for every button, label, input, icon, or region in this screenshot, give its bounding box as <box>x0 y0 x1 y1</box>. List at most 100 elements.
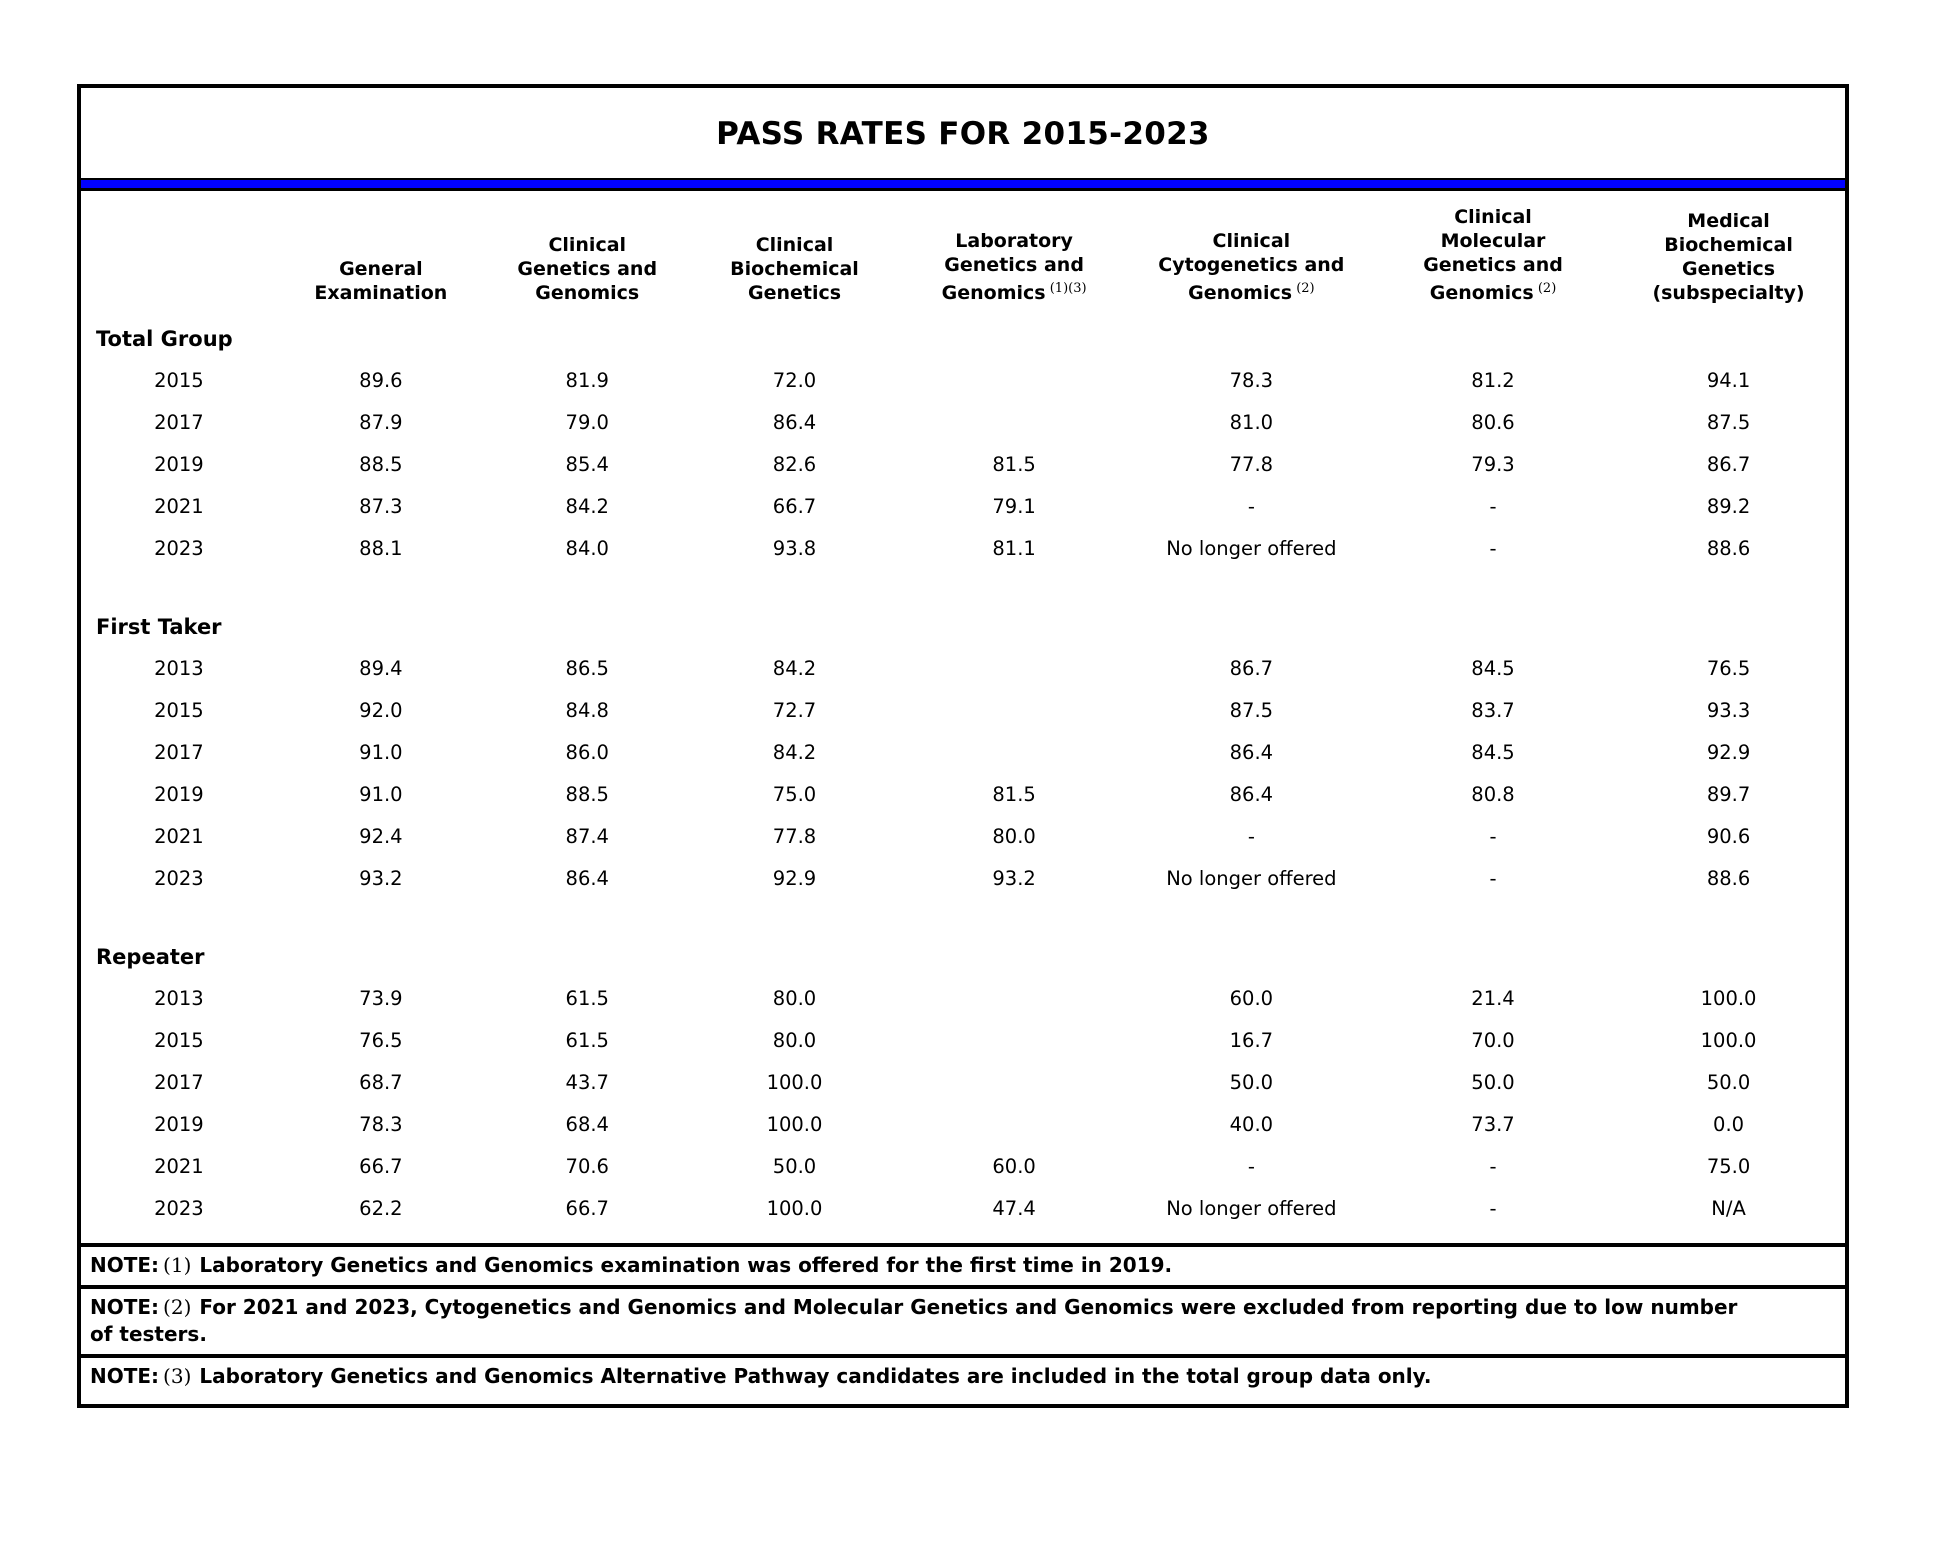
section-label: First Taker <box>96 615 222 639</box>
note-2-number: (2) <box>163 1295 192 1319</box>
note-box-2: NOTE: (2) For 2021 and 2023, Cytogenetics … <box>77 1285 1849 1358</box>
note-box-3: NOTE: (3) Laboratory Genetics and Genomics… <box>77 1354 1849 1408</box>
value-cell: 72.0 <box>772 368 817 392</box>
note-box-1: NOTE: (1) Laboratory Genetics and Genomics… <box>77 1243 1849 1289</box>
value-cell <box>899 689 1128 731</box>
value-cell: 100.0 <box>766 1196 823 1220</box>
column-header-medical-biochemical-genetics-subspecialty: Medical Biochemical Genetics (subspecialty) <box>1612 205 1845 317</box>
value-cell: 61.5 <box>565 1028 609 1052</box>
value-cell: 60.0 <box>992 1154 1036 1178</box>
section-row-repeater: Repeater <box>81 899 1845 977</box>
note-2-prefix: NOTE: <box>90 1295 160 1319</box>
value-cell: 79.0 <box>565 410 609 434</box>
value-cell: 86.7 <box>1706 452 1751 476</box>
value-cell: 87.9 <box>359 410 403 434</box>
value-cell: 81.5 <box>992 782 1036 806</box>
table-row-first-taker-2015: 2015 92.0 84.8 72.7 87.5 83.7 93.3 <box>81 689 1845 731</box>
value-cell: 83.7 <box>1471 698 1515 722</box>
value-cell: 93.2 <box>992 866 1036 890</box>
column-header-general-examination: General Examination <box>277 205 485 317</box>
value-cell: 77.8 <box>1229 452 1274 476</box>
value-cell: 81.1 <box>992 536 1036 560</box>
value-cell: 84.8 <box>565 698 609 722</box>
value-cell: 87.3 <box>359 494 403 518</box>
document-page: { "title": "PASS RATES FOR 2015-2023", "… <box>0 84 1938 1543</box>
year-cell: 2023 <box>154 536 204 560</box>
column-header-line: General <box>339 258 423 280</box>
year-cell: 2015 <box>154 698 204 722</box>
column-header-clinical-molecular-genetics-and-genomics: Clinical Molecular Genetics and Genomics (2… <box>1374 205 1612 317</box>
value-cell: 75.0 <box>772 782 817 806</box>
value-cell: 86.4 <box>1229 782 1274 806</box>
column-header-line: Examination <box>314 282 448 304</box>
value-cell: 40.0 <box>1229 1112 1274 1136</box>
table-row-repeater-2021: 2021 66.7 70.6 50.0 60.0 - - 75.0 <box>81 1145 1845 1187</box>
value-cell: - <box>1489 1154 1497 1178</box>
table-row-repeater-2023: 2023 62.2 66.7 100.0 47.4 No longer offered - N… <box>81 1187 1845 1229</box>
value-cell: 88.5 <box>359 452 403 476</box>
value-cell: 86.7 <box>1229 656 1274 680</box>
value-cell: 85.4 <box>565 452 609 476</box>
value-cell: 92.9 <box>772 866 817 890</box>
year-cell: 2013 <box>154 656 204 680</box>
value-cell: 43.7 <box>565 1070 609 1094</box>
value-cell: 84.2 <box>565 494 609 518</box>
value-cell: 50.0 <box>1471 1070 1515 1094</box>
note-1-number: (1) <box>163 1253 192 1277</box>
value-cell: 76.5 <box>359 1028 403 1052</box>
column-header-line: Biochemical <box>1664 234 1793 256</box>
year-cell: 2015 <box>154 1028 204 1052</box>
value-cell: 0.0 <box>1713 1112 1745 1136</box>
page-title: PASS RATES FOR 2015-2023 <box>716 116 1210 152</box>
column-header-line: Genetics <box>747 282 842 304</box>
note-3-number: (3) <box>163 1364 192 1388</box>
value-cell <box>899 977 1128 1019</box>
value-cell: 79.1 <box>992 494 1036 518</box>
value-cell: 81.2 <box>1471 368 1515 392</box>
note-3-text: Laboratory Genetics and Genomics Alterna… <box>199 1364 1432 1388</box>
year-cell: 2015 <box>154 368 204 392</box>
blue-divider <box>81 178 1845 191</box>
value-cell: 66.7 <box>772 494 817 518</box>
value-cell: 93.8 <box>772 536 817 560</box>
value-cell: 94.1 <box>1706 368 1751 392</box>
column-header-line: Clinical <box>755 234 834 256</box>
value-cell <box>899 1019 1128 1061</box>
value-cell: 47.4 <box>992 1196 1036 1220</box>
value-cell: 75.0 <box>1706 1154 1751 1178</box>
value-cell: 76.5 <box>1706 656 1751 680</box>
table-row-repeater-2019: 2019 78.3 68.4 100.0 40.0 73.7 0.0 <box>81 1103 1845 1145</box>
note-3-prefix: NOTE: <box>90 1364 160 1388</box>
table-row-first-taker-2013: 2013 89.4 86.5 84.2 86.7 84.5 76.5 <box>81 647 1845 689</box>
value-cell: 81.5 <box>992 452 1036 476</box>
year-column-header <box>81 205 277 317</box>
section-row-first-taker: First Taker <box>81 569 1845 647</box>
table-body: Total Group 2015 89.6 81.9 72.0 78.3 81.2 94.1 2… <box>81 317 1845 1229</box>
value-cell: 91.0 <box>359 782 403 806</box>
year-cell: 2021 <box>154 1154 204 1178</box>
year-cell: 2017 <box>154 1070 204 1094</box>
value-cell: 84.5 <box>1471 656 1515 680</box>
column-header-clinical-genetics-and-genomics: Clinical Genetics and Genomics <box>485 205 690 317</box>
table-row-first-taker-2023: 2023 93.2 86.4 92.9 93.2 No longer offered - 88… <box>81 857 1845 899</box>
value-cell: 50.0 <box>1706 1070 1751 1094</box>
column-header-line: Genomics (1)(3) <box>941 281 1087 304</box>
value-cell: 92.0 <box>359 698 403 722</box>
value-cell: 77.8 <box>772 824 817 848</box>
value-cell: 73.7 <box>1471 1112 1515 1136</box>
value-cell <box>899 1061 1128 1103</box>
value-cell: 68.4 <box>565 1112 609 1136</box>
year-cell: 2017 <box>154 740 204 764</box>
value-cell: 90.6 <box>1706 824 1751 848</box>
value-cell: 80.6 <box>1471 410 1515 434</box>
value-cell: 93.3 <box>1706 698 1751 722</box>
year-cell: 2019 <box>154 1112 204 1136</box>
value-cell: N/A <box>1711 1196 1746 1220</box>
column-header-line: Genetics <box>1682 258 1776 280</box>
footnote-superscript: (1)(3) <box>1045 281 1087 296</box>
value-cell: 86.5 <box>565 656 609 680</box>
value-cell: 86.4 <box>1229 740 1274 764</box>
value-cell <box>899 731 1128 773</box>
value-cell: 87.5 <box>1706 410 1751 434</box>
value-cell: 92.9 <box>1706 740 1751 764</box>
